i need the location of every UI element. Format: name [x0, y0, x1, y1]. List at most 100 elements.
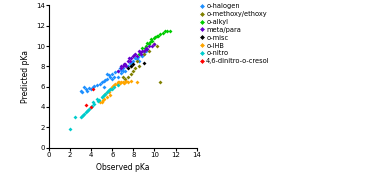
Point [94, 99, 101, 102]
Point [125, 80, 131, 83]
Legend: o-halogen, o-methoxy/ethoxy, o-alkyl, meta/para, o-misc, o-IHB, o-nitro, 4,6-din: o-halogen, o-methoxy/ethoxy, o-alkyl, me… [200, 3, 271, 65]
Point [141, 53, 147, 56]
Point [122, 77, 128, 80]
Point [132, 57, 138, 60]
Point [118, 80, 124, 83]
Point [115, 70, 121, 73]
Point [126, 57, 132, 60]
Point [83, 111, 89, 114]
Point [89, 105, 95, 107]
Point [149, 45, 155, 48]
Point [121, 81, 127, 84]
Point [122, 80, 128, 83]
Point [120, 67, 126, 70]
Point [102, 92, 108, 95]
Point [81, 113, 87, 116]
Point [139, 47, 145, 50]
Point [143, 45, 149, 48]
Point [120, 75, 126, 78]
Point [86, 108, 92, 111]
Point [106, 90, 112, 93]
Point [104, 73, 110, 76]
Point [84, 89, 90, 92]
Point [101, 97, 107, 100]
Point [128, 65, 134, 68]
Point [101, 93, 107, 96]
Point [107, 75, 113, 78]
Point [109, 85, 115, 88]
Point [120, 80, 126, 83]
Point [152, 42, 158, 45]
Point [155, 34, 161, 37]
Point [141, 50, 147, 53]
Point [133, 80, 139, 83]
Point [133, 55, 139, 58]
Point [130, 63, 136, 66]
Point [147, 40, 153, 43]
Point [79, 90, 85, 93]
Point [125, 67, 131, 70]
Point [152, 42, 158, 45]
Point [118, 67, 124, 70]
Point [67, 128, 73, 131]
Point [101, 79, 107, 82]
Point [153, 34, 160, 37]
Point [146, 42, 152, 45]
Point [141, 53, 147, 56]
Point [113, 82, 119, 85]
Point [137, 51, 143, 54]
Point [153, 45, 160, 48]
Point [125, 75, 131, 78]
Point [130, 55, 136, 58]
Point [78, 116, 84, 119]
Point [122, 70, 128, 73]
Point [110, 84, 116, 87]
Point [132, 53, 138, 56]
Point [109, 73, 115, 76]
Point [107, 87, 113, 90]
Point [125, 60, 131, 63]
Point [118, 65, 124, 68]
Point [139, 50, 145, 53]
Point [102, 78, 108, 81]
Point [132, 54, 138, 57]
Point [143, 47, 149, 50]
Point [143, 50, 149, 53]
Point [100, 94, 106, 97]
Point [156, 32, 163, 35]
Point [123, 65, 129, 68]
Point [106, 74, 112, 77]
Point [141, 50, 147, 53]
Point [148, 37, 154, 40]
Point [88, 105, 94, 108]
Point [104, 77, 110, 80]
Point [133, 58, 139, 61]
Point [130, 60, 136, 63]
Point [128, 79, 134, 82]
Point [141, 62, 147, 65]
Point [99, 95, 105, 98]
Point [136, 60, 142, 63]
Point [104, 90, 110, 93]
Point [86, 86, 92, 89]
Point [91, 84, 98, 87]
Point [91, 102, 98, 105]
Point [138, 53, 144, 56]
Point [107, 93, 113, 96]
Point [88, 87, 94, 90]
Point [128, 57, 134, 60]
Point [112, 75, 118, 78]
Point [136, 65, 142, 68]
Point [167, 29, 173, 32]
Point [149, 40, 155, 42]
Point [80, 114, 86, 116]
Point [93, 83, 99, 86]
Point [109, 87, 115, 90]
Point [79, 115, 85, 118]
Point [156, 80, 163, 83]
Point [123, 79, 129, 82]
Point [120, 65, 126, 68]
Point [105, 89, 111, 92]
Point [97, 82, 103, 85]
X-axis label: Observed pKa: Observed pKa [96, 163, 150, 172]
